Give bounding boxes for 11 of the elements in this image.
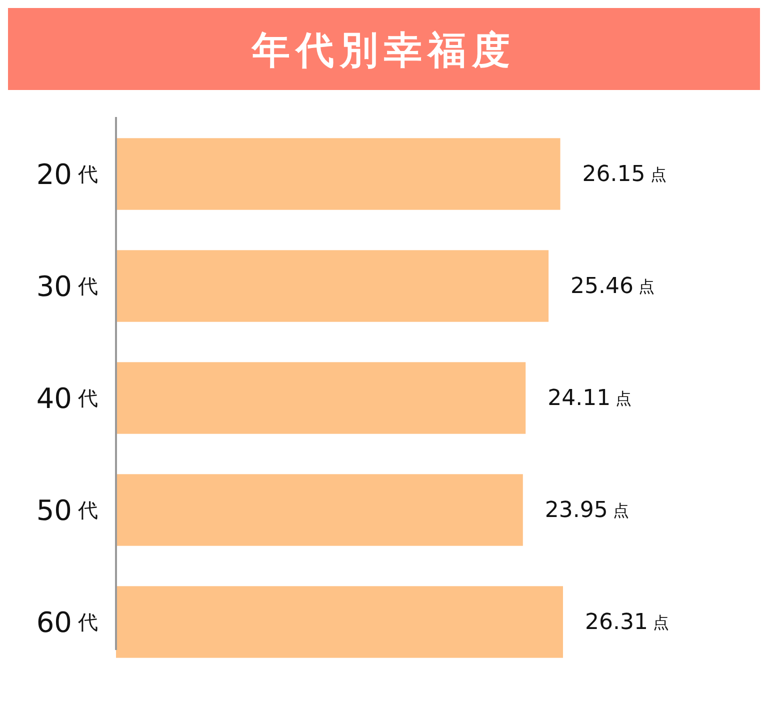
bar [116, 362, 526, 434]
data-label: 25.46 点 [570, 274, 655, 298]
bar [116, 474, 523, 546]
data-label: 24.11 点 [548, 386, 632, 410]
bar [116, 138, 560, 210]
bar [116, 586, 563, 658]
data-label: 26.15 点 [582, 162, 666, 186]
data-label: 23.95 点 [544, 498, 629, 522]
chart-title: 年代別幸福度 [251, 28, 516, 72]
bar [116, 250, 549, 322]
data-label: 26.31 点 [585, 610, 670, 634]
